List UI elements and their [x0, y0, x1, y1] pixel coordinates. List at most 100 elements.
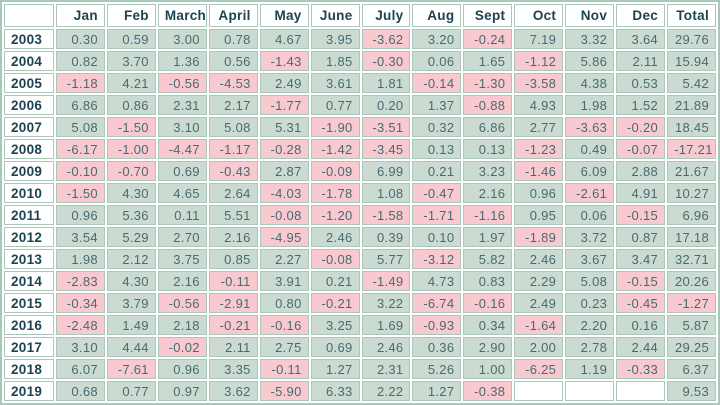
value-cell: 0.20	[361, 95, 411, 115]
value-cell: 0.97	[157, 381, 207, 401]
value-cell: -3.63	[565, 117, 615, 137]
value-cell: 1.85	[310, 51, 360, 71]
value-cell: -1.49	[361, 271, 411, 291]
value-cell: 2.27	[259, 249, 309, 269]
value-cell: 6.33	[310, 381, 360, 401]
value-cell: 6.09	[565, 161, 615, 181]
year-cell: 2014	[4, 271, 54, 291]
value-cell: 3.72	[565, 227, 615, 247]
table-row: 2018 6.07 -7.61 0.96 3.35 -0.11 1.27 2.31 5.26 1.…	[4, 359, 716, 379]
value-cell: 1.52	[616, 95, 666, 115]
value-cell: -0.70	[106, 161, 156, 181]
value-cell: 5.08	[565, 271, 615, 291]
year-cell: 2016	[4, 315, 54, 335]
value-cell: 5.42	[667, 73, 716, 93]
value-cell: 2.46	[310, 227, 360, 247]
value-cell: 3.79	[106, 293, 156, 313]
value-cell: 1.97	[463, 227, 513, 247]
month-header-may: May	[259, 4, 309, 27]
table-row: 2013 1.98 2.12 3.75 0.85 2.27 -0.08 5.77 -3.12 5.…	[4, 249, 716, 269]
year-cell: 2009	[4, 161, 54, 181]
value-cell: -4.47	[157, 139, 207, 159]
value-cell: 3.61	[310, 73, 360, 93]
value-cell: 1.08	[361, 183, 411, 203]
value-cell: -2.83	[56, 271, 105, 291]
value-cell: 0.23	[565, 293, 615, 313]
value-cell: -0.20	[616, 117, 666, 137]
value-cell: 0.39	[361, 227, 411, 247]
year-cell: 2006	[4, 95, 54, 115]
month-header-nov: Nov	[565, 4, 615, 27]
value-cell: -3.12	[412, 249, 462, 269]
value-cell: 6.37	[667, 359, 716, 379]
value-cell: 0.56	[208, 51, 258, 71]
value-cell: 0.85	[208, 249, 258, 269]
empty-cell	[565, 381, 615, 401]
table-row: 2004 0.82 3.70 1.36 0.56 -1.43 1.85 -0.30 0.06 1.…	[4, 51, 716, 71]
value-cell: 3.54	[56, 227, 105, 247]
value-cell: -0.07	[616, 139, 666, 159]
value-cell: 21.67	[667, 161, 716, 181]
value-cell: 3.00	[157, 29, 207, 49]
value-cell: 1.69	[361, 315, 411, 335]
table-row: 2012 3.54 5.29 2.70 2.16 -4.95 2.46 0.39 0.10 1.9…	[4, 227, 716, 247]
year-cell: 2005	[4, 73, 54, 93]
value-cell: -0.15	[616, 205, 666, 225]
value-cell: 3.10	[157, 117, 207, 137]
value-cell: 0.36	[412, 337, 462, 357]
value-cell: -0.93	[412, 315, 462, 335]
table-body: 2003 0.30 0.59 3.00 0.78 4.67 3.95 -3.62 3.20 -0.…	[4, 29, 716, 401]
table-row: 2015 -0.34 3.79 -0.56 -2.91 0.80 -0.21 3.22 -6.7…	[4, 293, 716, 313]
value-cell: 3.20	[412, 29, 462, 49]
value-cell: -0.21	[208, 315, 258, 335]
value-cell: 2.12	[106, 249, 156, 269]
month-header-march: March	[157, 4, 207, 27]
value-cell: -0.16	[463, 293, 513, 313]
value-cell: -0.11	[259, 359, 309, 379]
value-cell: 5.77	[361, 249, 411, 269]
value-cell: 2.31	[157, 95, 207, 115]
value-cell: 0.06	[565, 205, 615, 225]
year-cell: 2015	[4, 293, 54, 313]
value-cell: 0.82	[56, 51, 105, 71]
value-cell: 17.18	[667, 227, 716, 247]
value-cell: -0.28	[259, 139, 309, 159]
table-row: 2003 0.30 0.59 3.00 0.78 4.67 3.95 -3.62 3.20 -0.…	[4, 29, 716, 49]
value-cell: 2.16	[208, 227, 258, 247]
value-cell: -1.16	[463, 205, 513, 225]
value-cell: -3.45	[361, 139, 411, 159]
value-cell: 0.16	[616, 315, 666, 335]
value-cell: -0.88	[463, 95, 513, 115]
value-cell: 4.44	[106, 337, 156, 357]
value-cell: 32.71	[667, 249, 716, 269]
month-header-oct: Oct	[514, 4, 564, 27]
value-cell: 0.21	[412, 161, 462, 181]
value-cell: 1.36	[157, 51, 207, 71]
value-cell: 0.77	[106, 381, 156, 401]
value-cell: -2.91	[208, 293, 258, 313]
empty-cell	[514, 381, 564, 401]
month-header-feb: Feb	[106, 4, 156, 27]
value-cell: 2.64	[208, 183, 258, 203]
value-cell: 4.67	[259, 29, 309, 49]
value-cell: 2.29	[514, 271, 564, 291]
value-cell: 3.95	[310, 29, 360, 49]
value-cell: -1.77	[259, 95, 309, 115]
value-cell: -1.42	[310, 139, 360, 159]
value-cell: -0.21	[310, 293, 360, 313]
table-row: 2016 -2.48 1.49 2.18 -0.21 -0.16 3.25 1.69 -0.93…	[4, 315, 716, 335]
value-cell: -6.25	[514, 359, 564, 379]
value-cell: 3.91	[259, 271, 309, 291]
year-cell: 2008	[4, 139, 54, 159]
value-cell: -0.08	[310, 249, 360, 269]
value-cell: 21.89	[667, 95, 716, 115]
value-cell: 3.67	[565, 249, 615, 269]
value-cell: -0.38	[463, 381, 513, 401]
value-cell: 0.77	[310, 95, 360, 115]
value-cell: 7.19	[514, 29, 564, 49]
table-row: 2010 -1.50 4.30 4.65 2.64 -4.03 -1.78 1.08 -0.47…	[4, 183, 716, 203]
value-cell: 15.94	[667, 51, 716, 71]
value-cell: -1.46	[514, 161, 564, 181]
value-cell: 3.22	[361, 293, 411, 313]
